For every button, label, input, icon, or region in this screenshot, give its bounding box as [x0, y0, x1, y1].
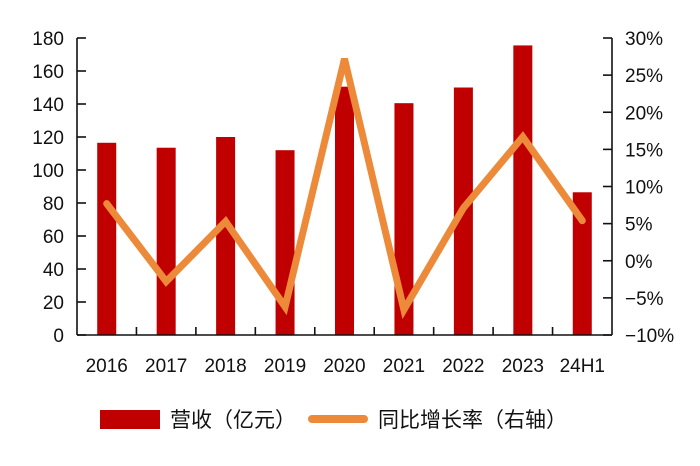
chart-legend: 营收（亿元） 同比增长率（右轴） — [100, 404, 567, 434]
growth-line — [103, 57, 586, 320]
right-axis-tick-label: 20% — [625, 103, 663, 124]
category-label: 2018 — [204, 356, 246, 377]
left-axis-tick-label: 100 — [32, 161, 64, 182]
revenue-bar — [572, 192, 592, 335]
legend-revenue-label: 营收（亿元） — [170, 408, 296, 432]
right-axis-tick-label: 10% — [625, 178, 663, 199]
right-axis-tick-label: 15% — [625, 140, 663, 161]
revenue-bar — [216, 137, 236, 335]
revenue-bar — [156, 147, 176, 335]
revenue-bar — [513, 45, 533, 336]
left-axis-tick-label: 60 — [43, 227, 64, 248]
left-axis-tick-label: 40 — [43, 260, 64, 281]
left-axis-tick-label: 180 — [32, 29, 64, 50]
right-axis-tick-label: −10% — [625, 326, 674, 347]
revenue-bar — [97, 142, 117, 335]
left-axis-tick-label: 160 — [32, 62, 64, 83]
category-label: 2016 — [86, 356, 128, 377]
left-axis-tick-label: 0 — [53, 326, 64, 347]
revenue-bars — [97, 45, 592, 336]
right-axis-tick-label: 25% — [625, 66, 663, 87]
right-axis-tick-label: 30% — [625, 29, 663, 50]
legend-item-revenue: 营收（亿元） — [100, 404, 296, 434]
left-axis-tick-label: 120 — [32, 128, 64, 149]
left-axis-ticks: 0 20 40 60 80 100 120 140 160 180 — [32, 29, 86, 347]
right-axis-ticks: −10% −5% 0% 5% 10% 15% 20% 25% 30% — [603, 29, 674, 347]
category-label: 2023 — [502, 356, 544, 377]
category-label: 2019 — [264, 356, 306, 377]
revenue-bar — [335, 86, 354, 335]
left-axis-tick-label: 80 — [43, 194, 64, 215]
legend-line-swatch-icon — [308, 415, 368, 423]
right-axis-tick-label: −5% — [625, 289, 664, 310]
right-axis-tick-label: 5% — [625, 215, 653, 236]
category-label: 2017 — [145, 356, 187, 377]
category-label: 2022 — [442, 356, 484, 377]
legend-item-growth: 同比增长率（右轴） — [296, 404, 567, 434]
growth-rate-polyline — [103, 57, 586, 320]
legend-bar-swatch-icon — [100, 409, 160, 429]
category-labels: 2016 2017 2018 2019 2020 2021 2022 2023 24H1 — [86, 356, 605, 377]
category-label: 2020 — [323, 356, 365, 377]
category-label: 24H1 — [560, 356, 605, 377]
category-label: 2021 — [383, 356, 425, 377]
right-axis-tick-label: 0% — [625, 252, 653, 273]
left-axis-tick-label: 20 — [43, 293, 64, 314]
chart-axes — [76, 38, 613, 336]
legend-growth-label: 同比增长率（右轴） — [378, 408, 567, 432]
left-axis-tick-label: 140 — [32, 95, 64, 116]
